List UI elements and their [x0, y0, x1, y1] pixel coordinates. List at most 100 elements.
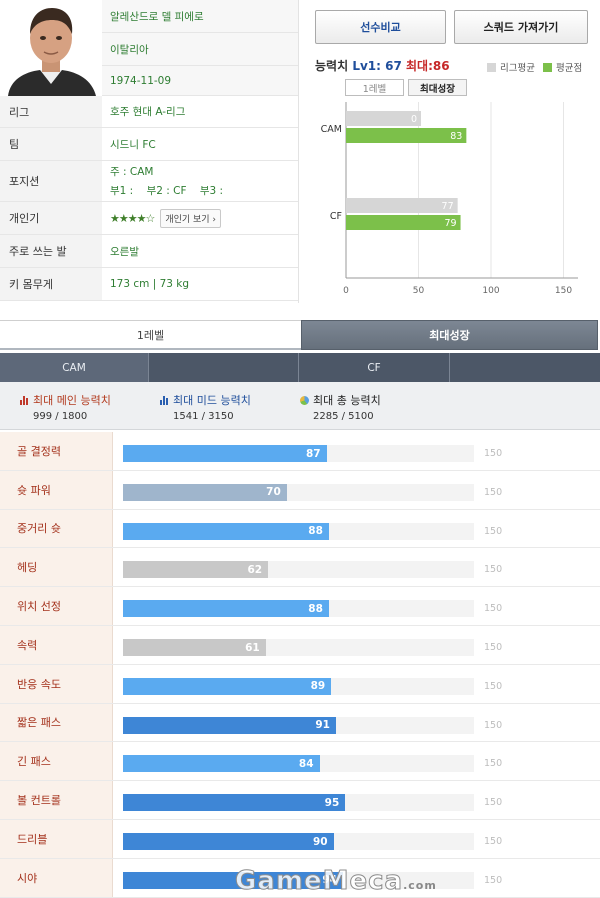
- league-value: 호주 현대 A-리그: [110, 106, 186, 118]
- stat-value: 94: [322, 874, 337, 887]
- chart-data-label: 79: [444, 218, 456, 229]
- info-row-league: 리그 호주 현대 A-리그: [0, 96, 298, 128]
- info-row-nation: 이탈리아: [0, 33, 298, 66]
- skill-view-button[interactable]: 개인기 보기 ›: [160, 208, 222, 228]
- stat-max: 150: [484, 758, 503, 770]
- body-label: 키 몸무게: [0, 268, 102, 300]
- position-main: 주 : CAM: [110, 166, 154, 178]
- stat-max: 150: [484, 680, 503, 692]
- chart-tick-label: 50: [413, 286, 425, 296]
- stat-value: 70: [266, 486, 281, 499]
- stat-max: 150: [484, 797, 503, 809]
- stat-label: 긴 패스: [0, 742, 113, 781]
- stat-max: 150: [484, 564, 503, 576]
- chart-bar: [346, 128, 467, 143]
- body-value: 173 cm | 73 kg: [110, 278, 190, 290]
- ability-panel: 선수비교 스쿼드 가져가기 능력치 Lv1: 67 최대:86 리그평균 평균점…: [298, 0, 600, 303]
- foot-label: 주로 쓰는 발: [0, 235, 102, 267]
- summary-mid: 최대 미드 능력치 1541 / 3150: [160, 392, 251, 422]
- summary-total: 최대 총 능력치 2285 / 5100: [300, 392, 381, 422]
- stat-max: 150: [484, 448, 503, 459]
- tab-position-empty-2: [450, 353, 600, 382]
- position-label: 포지션: [0, 161, 102, 201]
- stat-value: 87: [305, 447, 321, 460]
- summary-total-value: 2285 / 5100: [313, 411, 374, 422]
- bar-chart-icon: [160, 395, 169, 405]
- stat-label: 짧은 패스: [0, 703, 113, 742]
- legend-swatch-avg: [542, 62, 552, 72]
- tab-position-cam[interactable]: CAM: [0, 353, 149, 382]
- stat-row: 중거리 슛 88 150: [0, 509, 600, 549]
- stat-row: 긴 패스 84 150: [0, 742, 600, 782]
- chart-data-label: 0: [411, 114, 417, 125]
- stat-bar-track: 84: [123, 755, 474, 773]
- legend-league-label: 리그평균: [500, 63, 535, 74]
- team-value: 시드니 FC: [110, 138, 156, 151]
- chart-lv1-button[interactable]: 1레벨: [345, 79, 404, 96]
- stat-label: 슛 파워: [0, 470, 113, 509]
- stat-value: 84: [298, 757, 314, 770]
- stat-list: 골 결정력 87 150 슛 파워 70 150 중거리 슛 88 150 헤딩 62 150 위치 선…: [0, 432, 600, 898]
- info-row-position: 포지션 주 : CAM 부1 : 부2 : CF 부3 :: [0, 161, 298, 202]
- chart-category-label: CAM: [321, 124, 342, 135]
- tab-max-growth[interactable]: 최대성장: [301, 320, 598, 350]
- summary-main-value: 999 / 1800: [33, 411, 88, 422]
- stat-label: 드리블: [0, 820, 113, 858]
- summary-main-title: 최대 메인 능력치: [33, 394, 111, 407]
- stat-bar-track: 94: [123, 871, 474, 889]
- watermark-brand: GameMeca: [234, 866, 404, 897]
- stat-bar-fill: 94: [123, 871, 343, 889]
- info-row-body: 키 몸무게 173 cm | 73 kg: [0, 268, 298, 301]
- stat-value: 88: [308, 602, 323, 615]
- stat-value: 89: [310, 680, 326, 693]
- stat-bar-track: 89: [123, 677, 474, 695]
- stat-bar-fill: 95: [123, 794, 346, 812]
- stat-row: 골 결정력 87 150: [0, 432, 600, 471]
- stat-bar-fill: 87: [123, 445, 327, 462]
- player-name: 알레산드로 델 피에로: [102, 0, 298, 32]
- stat-bar-track: 95: [123, 794, 474, 812]
- stat-value: 61: [245, 641, 260, 654]
- position-sub1: 부1 :: [110, 185, 134, 197]
- info-row-team: 팀 시드니 FC: [0, 128, 298, 161]
- chart-bar: [346, 111, 421, 126]
- stat-bar-fill: 88: [123, 522, 329, 540]
- stat-max: 150: [484, 603, 503, 615]
- chart-max-button[interactable]: 최대성장: [408, 79, 467, 96]
- chart-tick-label: 150: [555, 286, 572, 296]
- stat-bar-fill: 89: [123, 677, 332, 695]
- stat-row: 시야 94 150: [0, 858, 600, 898]
- squad-take-button[interactable]: 스쿼드 가져가기: [454, 10, 588, 44]
- tab-position-cf[interactable]: CF: [299, 353, 450, 382]
- stat-bar-track: 88: [123, 522, 474, 540]
- chart-level-buttons: 1레벨 최대성장: [345, 79, 467, 96]
- stat-row: 속력 61 150: [0, 626, 600, 665]
- gamemeca-watermark: GameMeca.com: [234, 866, 437, 897]
- chart-data-label: 83: [450, 131, 462, 142]
- chart-legend: 리그평균 평균점: [487, 60, 582, 74]
- stat-bar-fill: 70: [123, 483, 287, 501]
- stat-bar-fill: 88: [123, 600, 329, 618]
- foot-value: 오른발: [110, 245, 139, 258]
- league-label: 리그: [0, 96, 102, 127]
- stat-row: 볼 컨트롤 95 150: [0, 781, 600, 820]
- ability-title: 능력치 Lv1: 67 최대:86: [315, 57, 450, 74]
- player-compare-button[interactable]: 선수비교: [315, 10, 446, 44]
- skill-stars: ★★★★☆: [110, 211, 155, 225]
- stat-label: 중거리 슛: [0, 509, 113, 548]
- stat-row: 반응 속도 89 150: [0, 664, 600, 704]
- stat-bar-track: 87: [123, 445, 474, 462]
- stat-max: 150: [484, 836, 503, 847]
- info-row-birth: 1974-11-09: [0, 66, 298, 96]
- stat-bar-track: 91: [123, 716, 474, 734]
- level-tabs: 1레벨 최대성장: [0, 320, 600, 350]
- stat-max: 150: [484, 486, 503, 498]
- summary-mid-title: 최대 미드 능력치: [173, 394, 251, 407]
- stat-row: 드리블 90 150: [0, 820, 600, 859]
- legend-swatch-league: [487, 62, 496, 72]
- position-ability-chart: 0 50 100 150 CAM 0 83 CF 77 79: [321, 102, 578, 296]
- chart-data-label: 77: [442, 201, 454, 212]
- ability-summary: 최대 메인 능력치 999 / 1800 최대 미드 능력치 1541 / 31…: [0, 382, 600, 430]
- ability-label: 능력치: [315, 59, 349, 73]
- tab-level1[interactable]: 1레벨: [0, 320, 301, 350]
